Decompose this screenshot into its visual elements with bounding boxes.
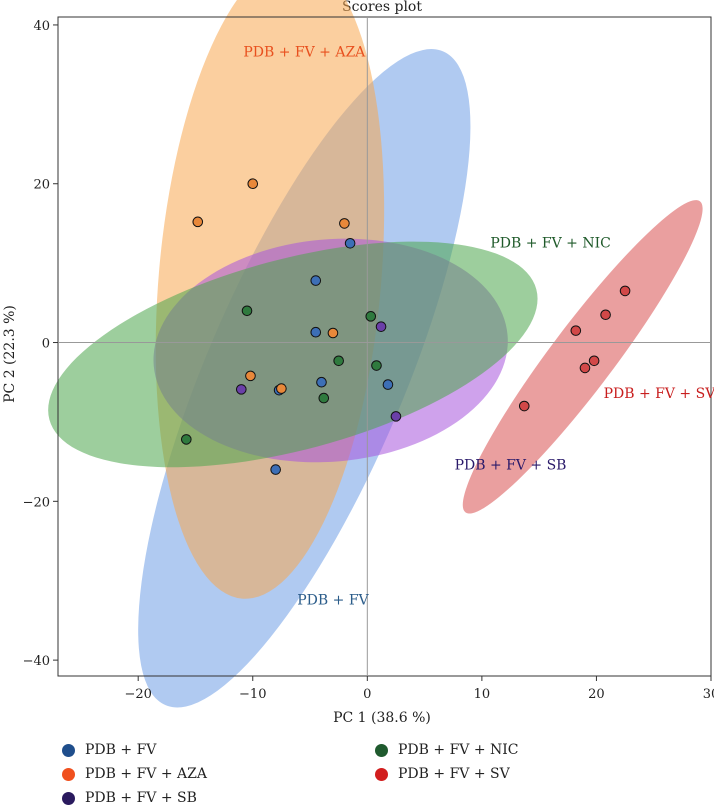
ellipse-pdb-fv-sv [462,200,703,514]
legend-item-pdb-fv-sv: PDB + FV + SV [375,766,510,782]
point-pdb-fv-sv-4 [579,362,591,374]
legend-marker-pdb-fv-sv [375,767,388,781]
legend-marker-pdb-fv-nic [375,743,388,757]
x-tick-label: 30 [703,687,714,702]
point-pdb-fv-sv-3 [588,355,600,367]
y-tick-label: −20 [23,495,50,510]
y-tick-label: 40 [33,19,50,34]
legend-label-pdb-fv-sb: PDB + FV + SB [85,790,197,806]
point-pdb-fv-0 [344,237,356,249]
ellipse-pdb-fv-nic [48,241,538,468]
legend-marker-pdb-fv-aza [62,767,75,781]
point-pdb-fv-aza-3 [327,327,339,339]
point-pdb-fv-nic-5 [181,434,192,445]
group-label-pdb-fv-sb: PDB + FV + SB [455,458,567,474]
group-label-pdb-fv-nic: PDB + FV + NIC [490,235,611,251]
point-pdb-fv-sb-2 [390,411,402,422]
plot-frame [57,16,712,677]
legend-marker-pdb-fv-sb [62,791,75,805]
point-pdb-fv-aza-4 [245,370,256,382]
group-label-pdb-fv-sv: PDB + FV + SV [604,386,714,402]
point-pdb-fv-aza-1 [192,216,204,228]
y-tick-label: 20 [33,178,50,193]
legend-label-pdb-fv-nic: PDB + FV + NIC [398,742,519,758]
x-axis-label: PC 1 (38.6 %) [333,710,431,725]
point-pdb-fv-aza-2 [339,218,350,229]
legend-item-pdb-fv: PDB + FV [62,742,156,758]
point-pdb-fv-sv-5 [518,400,530,412]
scores-plot: Scores plot PDB + FV PDB + FV + AZA PDB + … [2,0,714,725]
x-tick-label: −20 [124,687,151,702]
legend-item-pdb-fv-sb: PDB + FV + SB [62,790,197,806]
point-pdb-fv-sv-2 [570,325,582,336]
point-pdb-fv-3 [316,376,327,388]
y-axis-label: PC 2 (22.3 %) [2,305,18,403]
legend-label-pdb-fv-aza: PDB + FV + AZA [85,766,207,782]
legend-marker-pdb-fv [62,743,75,757]
chart-title: Scores plot [342,0,422,15]
point-pdb-fv-5 [382,379,394,390]
group-label-pdb-fv: PDB + FV [297,593,369,609]
legend-item-pdb-fv-aza: PDB + FV + AZA [62,766,207,782]
point-pdb-fv-sv-0 [619,285,631,297]
legend-item-pdb-fv-nic: PDB + FV + NIC [375,742,519,758]
legend-label-pdb-fv: PDB + FV [85,742,157,758]
y-tick-label: −40 [23,654,50,669]
point-pdb-fv-6 [270,464,281,475]
point-pdb-fv-nic-2 [333,355,344,367]
point-pdb-fv-nic-3 [371,360,382,371]
point-pdb-fv-1 [310,275,322,286]
point-pdb-fv-aza-0 [247,178,259,190]
point-pdb-fv-aza-5 [276,383,287,394]
x-tick-label: 20 [588,687,605,702]
y-tick-label: 0 [42,337,50,352]
x-tick-label: −10 [239,687,266,702]
x-tick-label: 10 [474,687,491,702]
point-pdb-fv-sv-1 [600,309,611,321]
legend-label-pdb-fv-sv: PDB + FV + SV [398,766,510,782]
point-pdb-fv-2 [310,326,322,338]
point-pdb-fv-sb-0 [375,321,387,332]
point-pdb-fv-nic-4 [318,392,330,404]
point-pdb-fv-sb-1 [235,384,247,395]
group-label-pdb-fv-aza: PDB + FV + AZA [243,45,366,61]
x-tick-label: 0 [363,687,371,702]
point-pdb-fv-nic-1 [365,311,377,322]
point-pdb-fv-nic-0 [241,305,253,317]
